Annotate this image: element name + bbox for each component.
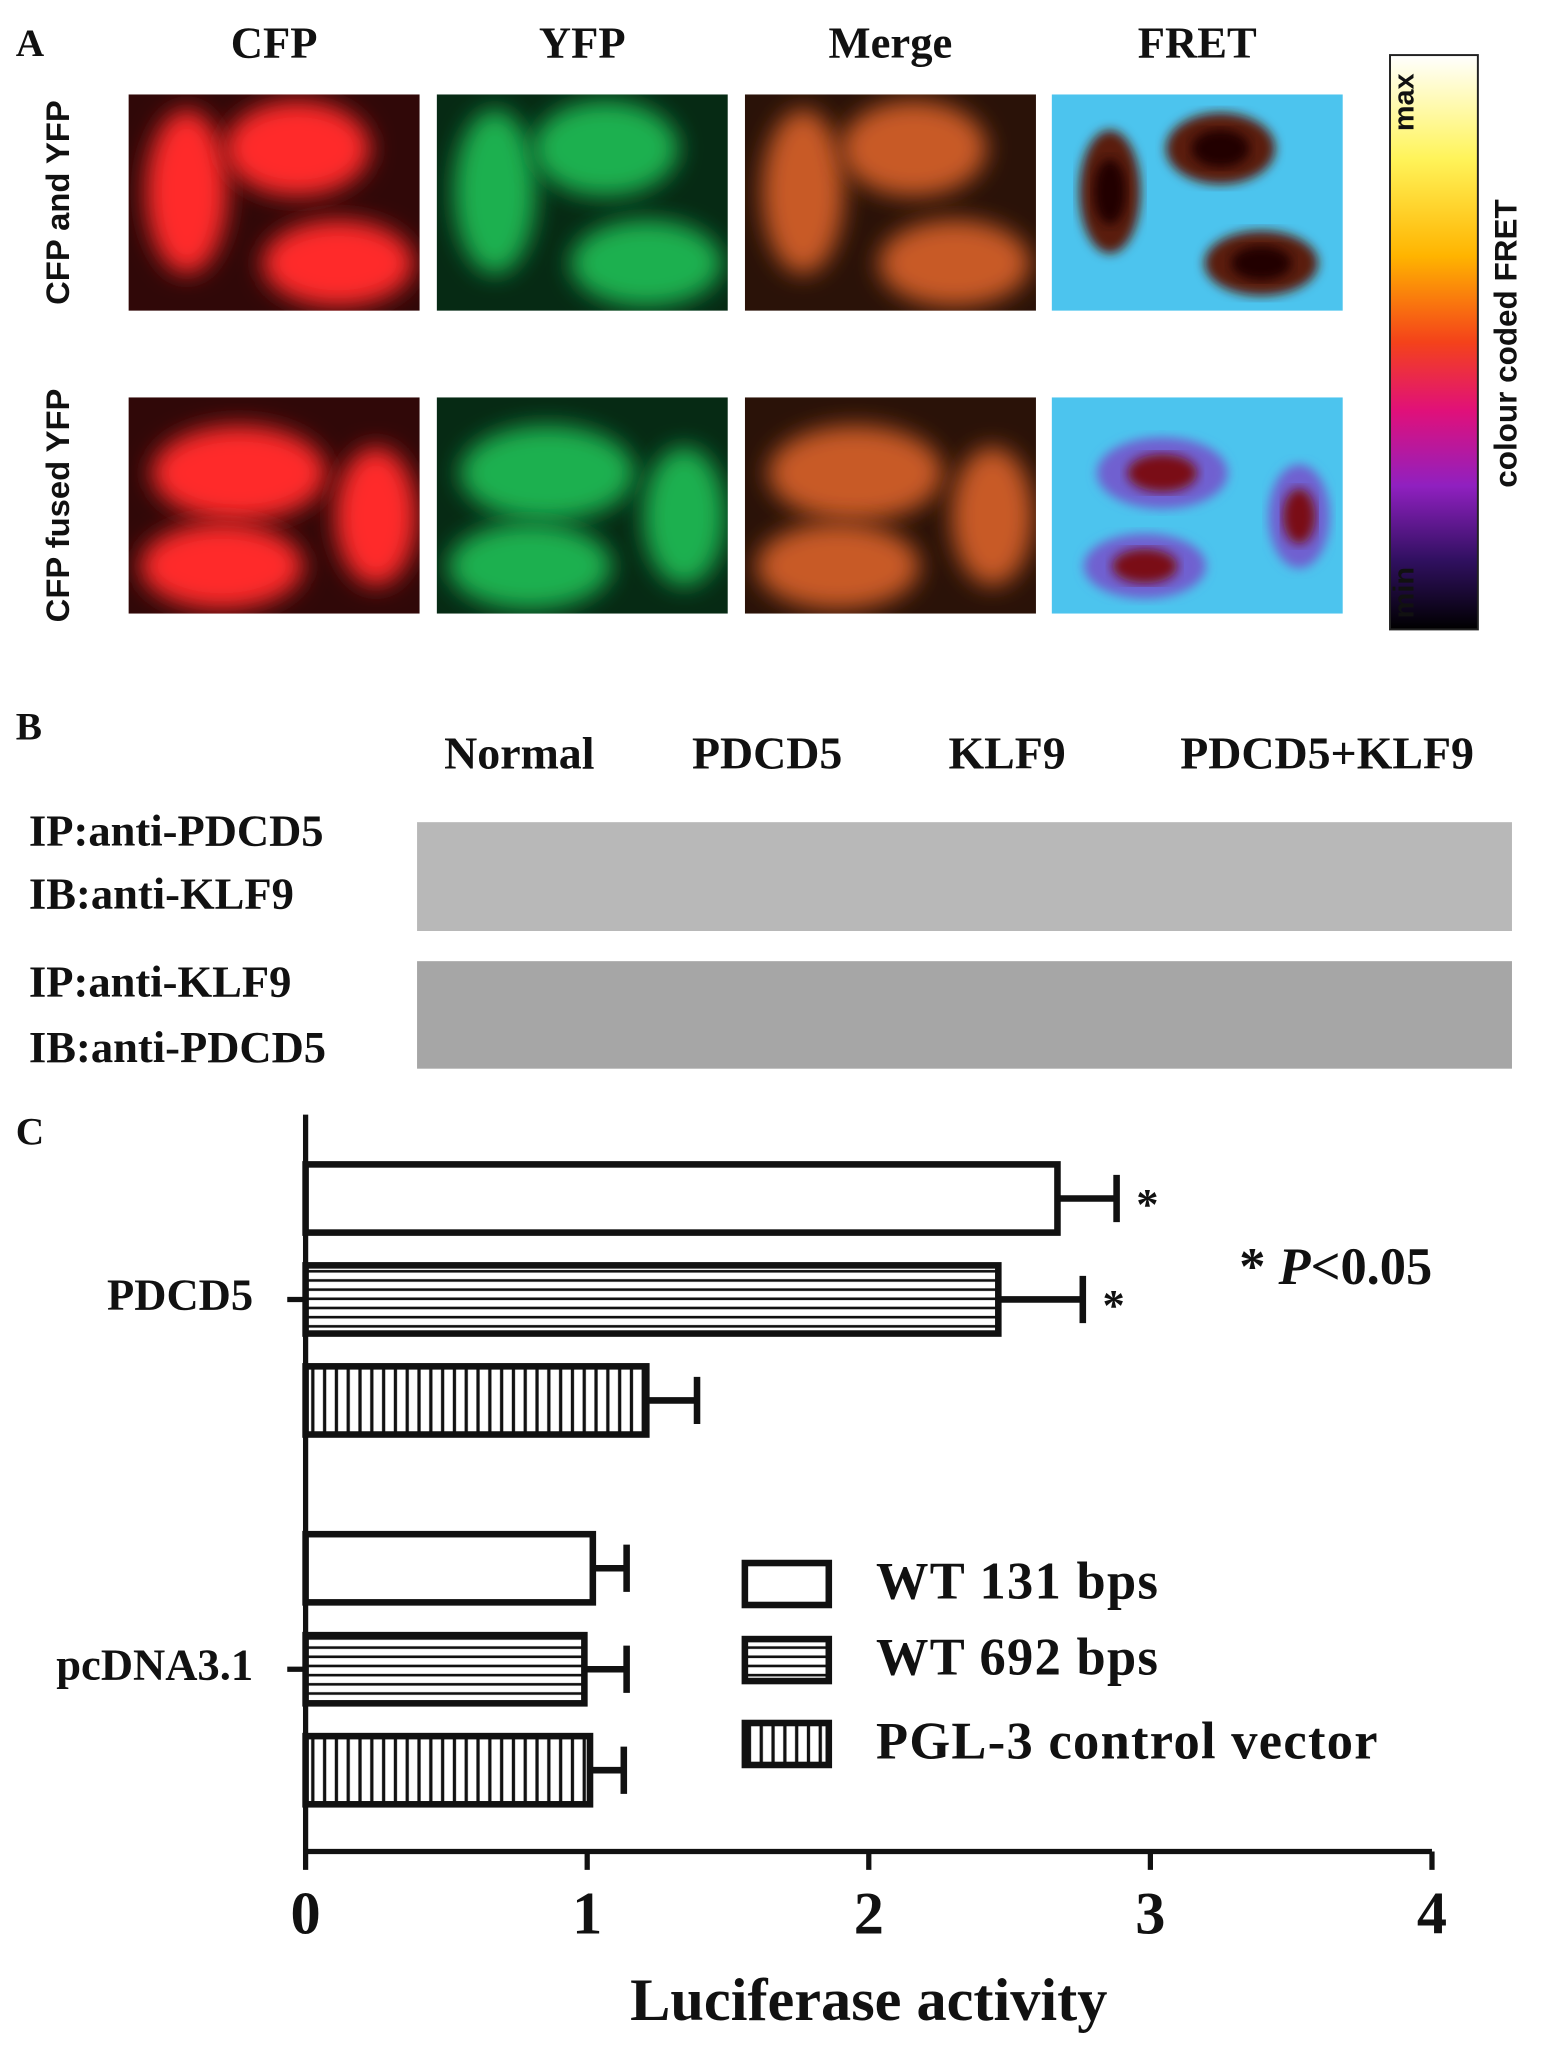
legend-label: WT 692 bps xyxy=(876,1629,1159,1687)
cell xyxy=(224,100,371,197)
bar xyxy=(302,1530,597,1606)
micrograph-content xyxy=(1051,94,1343,311)
significance: * xyxy=(1136,1179,1158,1229)
cell xyxy=(756,522,920,610)
micrograph xyxy=(128,94,420,311)
annotation-part: * xyxy=(1239,1238,1278,1296)
micrograph-content xyxy=(744,94,1036,311)
blot-band xyxy=(417,822,1512,931)
cell xyxy=(448,522,612,610)
row-label: CFP fused YFP xyxy=(39,389,76,623)
cell xyxy=(454,109,536,274)
column-header: Merge xyxy=(829,17,953,67)
y-tick-label: pcDNA3.1 xyxy=(56,1639,253,1689)
nucleus xyxy=(1282,488,1316,545)
row-label: IB:anti-KLF9 xyxy=(29,868,294,918)
micrograph xyxy=(744,397,1036,614)
cell xyxy=(762,109,844,274)
annotation-part: P xyxy=(1278,1238,1312,1296)
annotation: * P<0.05 xyxy=(1239,1238,1432,1296)
cell xyxy=(140,522,304,610)
cell xyxy=(146,109,228,274)
x-tick-label: 4 xyxy=(1417,1881,1447,1948)
micrograph xyxy=(436,94,728,311)
x-tick-label: 1 xyxy=(572,1881,602,1948)
cell xyxy=(768,425,943,521)
column-header: Normal xyxy=(444,727,594,778)
panel-label: C xyxy=(16,1110,44,1154)
bar xyxy=(302,1631,588,1707)
micrograph-content xyxy=(436,94,728,311)
cell xyxy=(151,425,327,521)
x-axis-label: Luciferase activity xyxy=(630,1967,1107,2034)
x-tick-label: 0 xyxy=(291,1881,321,1948)
micrograph xyxy=(744,94,1036,311)
bar xyxy=(302,1262,1002,1337)
micrograph xyxy=(1051,94,1343,311)
row-label: CFP and YFP xyxy=(39,100,76,305)
micrograph xyxy=(128,397,420,614)
legend-label: PGL-3 control vector xyxy=(876,1713,1379,1771)
legend-swatch xyxy=(741,1719,833,1769)
panel-label: B xyxy=(16,704,42,748)
cell xyxy=(262,219,414,307)
cell xyxy=(951,447,1034,586)
nucleus xyxy=(1127,453,1198,493)
micrograph xyxy=(436,397,728,614)
blot-band xyxy=(417,961,1512,1069)
micrograph xyxy=(1051,397,1343,614)
cell xyxy=(840,100,987,197)
legend-swatch xyxy=(741,1559,833,1609)
column-header: PDCD5 xyxy=(692,727,842,778)
cell xyxy=(643,447,725,586)
column-header: YFP xyxy=(539,17,626,67)
column-header: KLF9 xyxy=(949,727,1066,778)
cell xyxy=(878,219,1031,307)
nucleus xyxy=(1112,548,1178,584)
annotation-part: <0.05 xyxy=(1311,1238,1433,1296)
row-label: IP:anti-KLF9 xyxy=(29,956,292,1006)
bar xyxy=(302,1363,650,1438)
colorbar-min: min xyxy=(1388,567,1420,618)
nucleus xyxy=(1191,129,1250,168)
cell xyxy=(460,425,635,521)
micrograph-content xyxy=(128,397,420,614)
cell xyxy=(335,447,417,586)
nucleus xyxy=(1231,245,1292,281)
x-tick-label: 2 xyxy=(854,1881,884,1948)
colorbar xyxy=(1389,54,1479,631)
nucleus xyxy=(1093,158,1127,225)
colorbar-max: max xyxy=(1388,73,1420,131)
micrograph-content xyxy=(128,94,420,311)
bar xyxy=(302,1732,594,1808)
column-header: CFP xyxy=(231,17,318,67)
y-tick-label: PDCD5 xyxy=(107,1270,253,1320)
cell xyxy=(532,100,679,197)
legend-label: WT 131 bps xyxy=(876,1553,1159,1611)
micrograph-content xyxy=(1051,397,1343,614)
cell xyxy=(570,219,723,307)
row-label: IB:anti-PDCD5 xyxy=(29,1022,326,1072)
panel-label: A xyxy=(16,21,45,65)
column-header: FRET xyxy=(1138,17,1257,67)
column-header: PDCD5+KLF9 xyxy=(1180,727,1474,778)
row-label: IP:anti-PDCD5 xyxy=(29,806,324,856)
micrograph-content xyxy=(436,397,728,614)
bar xyxy=(302,1161,1061,1236)
micrograph-content xyxy=(744,397,1036,614)
x-tick-label: 3 xyxy=(1135,1881,1165,1948)
legend-swatch xyxy=(741,1635,833,1685)
colorbar-label: colour coded FRET xyxy=(1488,199,1523,487)
significance: * xyxy=(1102,1280,1124,1330)
